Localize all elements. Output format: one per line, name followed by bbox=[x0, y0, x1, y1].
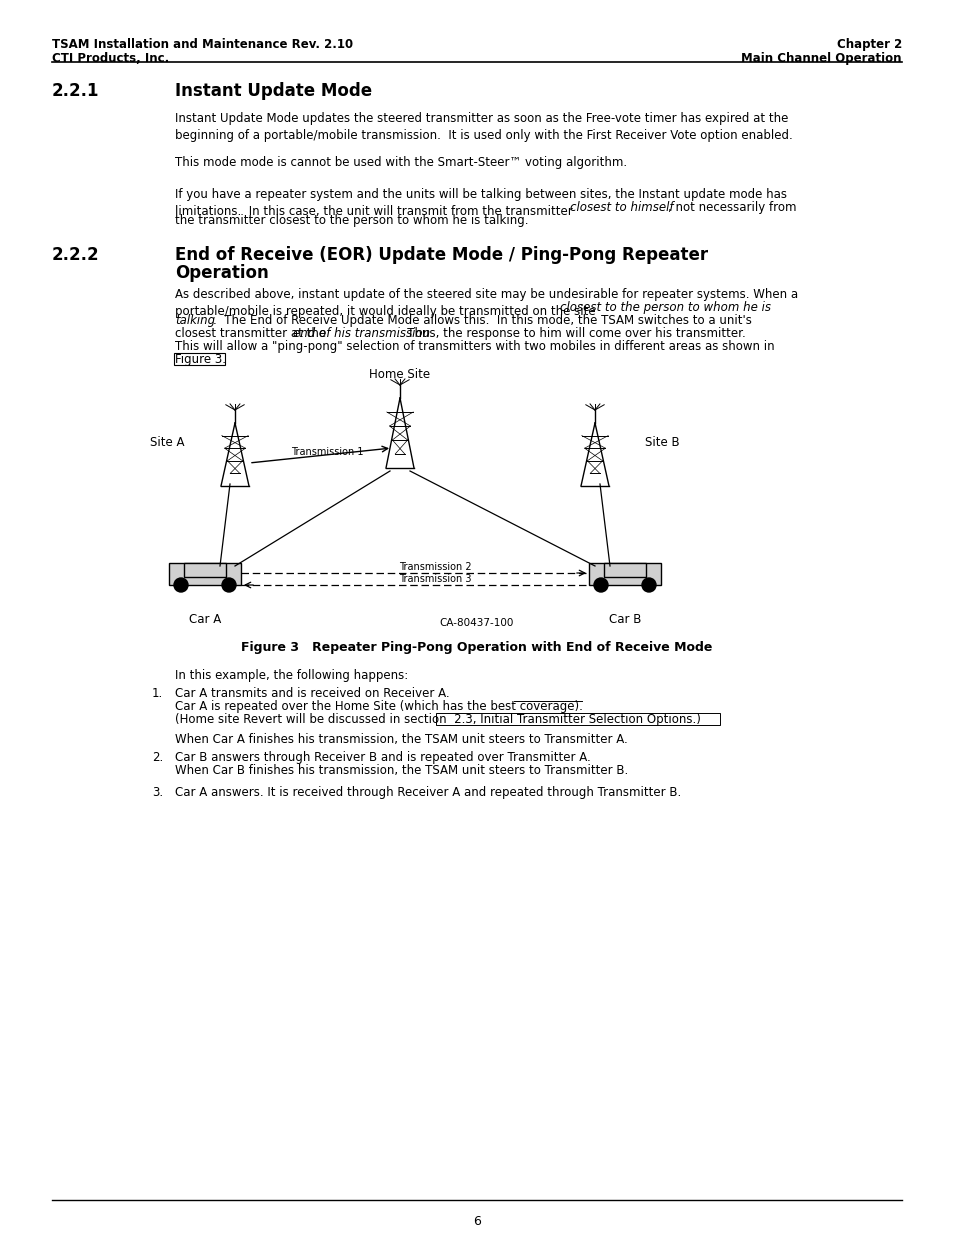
Circle shape bbox=[594, 578, 607, 592]
Text: CTI Products, Inc.: CTI Products, Inc. bbox=[52, 52, 169, 65]
Text: TSAM Installation and Maintenance Rev. 2.10: TSAM Installation and Maintenance Rev. 2… bbox=[52, 38, 353, 51]
Bar bbox=[603, 563, 645, 577]
Text: 6: 6 bbox=[473, 1215, 480, 1228]
Text: 3.: 3. bbox=[152, 785, 163, 799]
Bar bbox=[436, 713, 720, 725]
Text: Car B: Car B bbox=[608, 613, 640, 626]
Text: Transmission 2: Transmission 2 bbox=[398, 562, 471, 572]
Text: closest transmitter at the: closest transmitter at the bbox=[174, 327, 330, 340]
Text: As described above, instant update of the steered site may be undesirable for re: As described above, instant update of th… bbox=[174, 288, 798, 317]
Text: CA-80437-100: CA-80437-100 bbox=[439, 618, 514, 629]
Text: end of his transmission: end of his transmission bbox=[293, 327, 430, 340]
Text: .  The End of Receive Update Mode allows this.  In this mode, the TSAM switches : . The End of Receive Update Mode allows … bbox=[213, 314, 751, 327]
Bar bbox=[169, 563, 241, 585]
Text: the transmitter closest to the person to whom he is talking.: the transmitter closest to the person to… bbox=[174, 214, 528, 227]
Circle shape bbox=[641, 578, 656, 592]
Text: Chapter 2: Chapter 2 bbox=[836, 38, 901, 51]
Text: talking: talking bbox=[174, 314, 214, 327]
Text: In this example, the following happens:: In this example, the following happens: bbox=[174, 669, 408, 682]
Text: Instant Update Mode: Instant Update Mode bbox=[174, 82, 372, 100]
Text: If you have a repeater system and the units will be talking between sites, the I: If you have a repeater system and the un… bbox=[174, 188, 786, 219]
Text: (Home site Revert will be discussed in section  2.3, Initial Transmitter Selecti: (Home site Revert will be discussed in s… bbox=[174, 713, 700, 726]
Text: .  Thus, the response to him will come over his transmitter.: . Thus, the response to him will come ov… bbox=[395, 327, 745, 340]
Text: 2.2.1: 2.2.1 bbox=[52, 82, 99, 100]
Text: closest to the person to whom he is: closest to the person to whom he is bbox=[559, 301, 770, 314]
Text: Instant Update Mode updates the steered transmitter as soon as the Free-vote tim: Instant Update Mode updates the steered … bbox=[174, 112, 792, 142]
Text: This mode mode is cannot be used with the Smart-Steer™ voting algorithm.: This mode mode is cannot be used with th… bbox=[174, 156, 626, 169]
Text: Car A is repeated over the Home Site (which has the best coverage).: Car A is repeated over the Home Site (wh… bbox=[174, 700, 582, 713]
Text: When Car B finishes his transmission, the TSAM unit steers to Transmitter B.: When Car B finishes his transmission, th… bbox=[174, 764, 628, 777]
Bar bbox=[184, 563, 226, 577]
Text: Operation: Operation bbox=[174, 264, 269, 282]
Text: Car A answers. It is received through Receiver A and repeated through Transmitte: Car A answers. It is received through Re… bbox=[174, 785, 680, 799]
Circle shape bbox=[173, 578, 188, 592]
Text: Main Channel Operation: Main Channel Operation bbox=[740, 52, 901, 65]
Bar bbox=[173, 353, 225, 366]
Text: Car B answers through Receiver B and is repeated over Transmitter A.: Car B answers through Receiver B and is … bbox=[174, 751, 590, 764]
Text: When Car A finishes his transmission, the TSAM unit steers to Transmitter A.: When Car A finishes his transmission, th… bbox=[174, 734, 627, 746]
Text: Car A transmits and is received on Receiver A.: Car A transmits and is received on Recei… bbox=[174, 687, 449, 700]
Text: Site A: Site A bbox=[151, 436, 185, 450]
Text: Car A: Car A bbox=[189, 613, 221, 626]
Text: Transmission 3: Transmission 3 bbox=[398, 574, 471, 584]
Text: , not necessarily from: , not necessarily from bbox=[667, 201, 796, 214]
Text: Figure 3   Repeater Ping-Pong Operation with End of Receive Mode: Figure 3 Repeater Ping-Pong Operation wi… bbox=[241, 641, 712, 655]
Circle shape bbox=[222, 578, 235, 592]
Text: 2.2.2: 2.2.2 bbox=[52, 246, 99, 264]
Text: This will allow a "ping-pong" selection of transmitters with two mobiles in diff: This will allow a "ping-pong" selection … bbox=[174, 340, 774, 353]
Text: Figure 3.: Figure 3. bbox=[174, 353, 226, 366]
Text: End of Receive (EOR) Update Mode / Ping-Pong Repeater: End of Receive (EOR) Update Mode / Ping-… bbox=[174, 246, 707, 264]
Text: Site B: Site B bbox=[644, 436, 679, 450]
Bar bbox=[588, 563, 660, 585]
Text: Home Site: Home Site bbox=[369, 368, 430, 382]
Text: 1.: 1. bbox=[152, 687, 163, 700]
Text: Transmission 1: Transmission 1 bbox=[291, 447, 363, 457]
Text: closest to himself: closest to himself bbox=[569, 201, 673, 214]
Text: 2.: 2. bbox=[152, 751, 163, 764]
